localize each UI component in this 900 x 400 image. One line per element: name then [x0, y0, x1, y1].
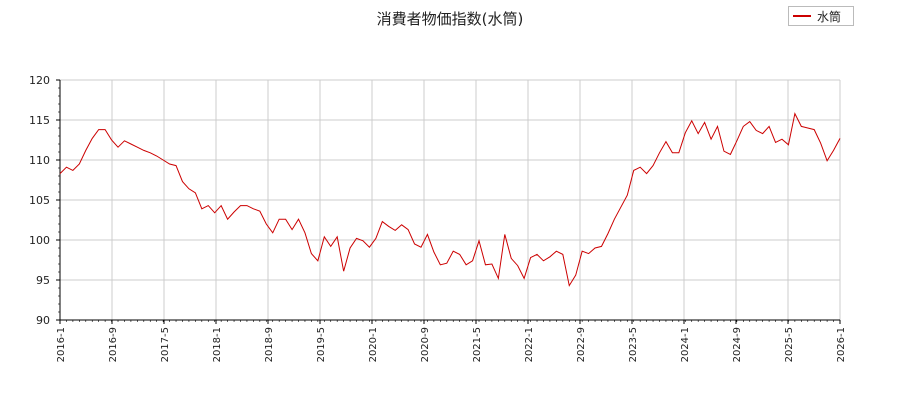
x-tick-label: 2016-1 — [56, 327, 67, 362]
legend-swatch — [793, 15, 811, 17]
x-axis-ticks: 2016-1 2016-9 2017-5 2018-1 2018-9 2019-5 2020… — [56, 327, 847, 362]
y-tick-label: 110 — [29, 154, 50, 167]
x-tick-label: 2018-9 — [264, 327, 275, 362]
x-tick-label: 2019-5 — [316, 327, 327, 362]
y-tick-label: 100 — [29, 234, 50, 247]
x-tick-label: 2026-1 — [836, 327, 847, 362]
y-tick-label: 105 — [29, 194, 50, 207]
x-tick-label: 2020-9 — [420, 327, 431, 362]
x-tick-label: 2016-9 — [108, 327, 119, 362]
legend-label: 水筒 — [817, 9, 842, 24]
x-tick-label: 2020-1 — [368, 327, 379, 362]
series-line-水筒 — [59, 112, 841, 287]
x-tick-label: 2025-5 — [784, 327, 795, 362]
x-tick-label: 2024-9 — [732, 327, 743, 362]
x-tick-label: 2018-1 — [212, 327, 223, 362]
x-tick-label: 2022-1 — [524, 327, 535, 362]
y-axis-ticks: 90 95 100 105 110 115 120 — [29, 74, 50, 327]
x-tick-label: 2022-9 — [576, 327, 587, 362]
chart-title: 消費者物価指数(水筒) — [376, 10, 524, 28]
grid-lines — [59, 79, 841, 321]
y-tick-label: 120 — [29, 74, 50, 87]
y-tick-label: 90 — [36, 314, 50, 327]
x-tick-label: 2023-5 — [628, 327, 639, 362]
legend: 水筒 — [788, 6, 854, 26]
x-tick-label: 2021-5 — [472, 327, 483, 362]
x-tick-label: 2017-5 — [160, 327, 171, 362]
y-tick-label: 95 — [36, 274, 50, 287]
series-group — [59, 112, 841, 287]
x-tick-label: 2024-1 — [680, 327, 691, 362]
axes — [56, 79, 841, 324]
y-tick-label: 115 — [29, 114, 50, 127]
